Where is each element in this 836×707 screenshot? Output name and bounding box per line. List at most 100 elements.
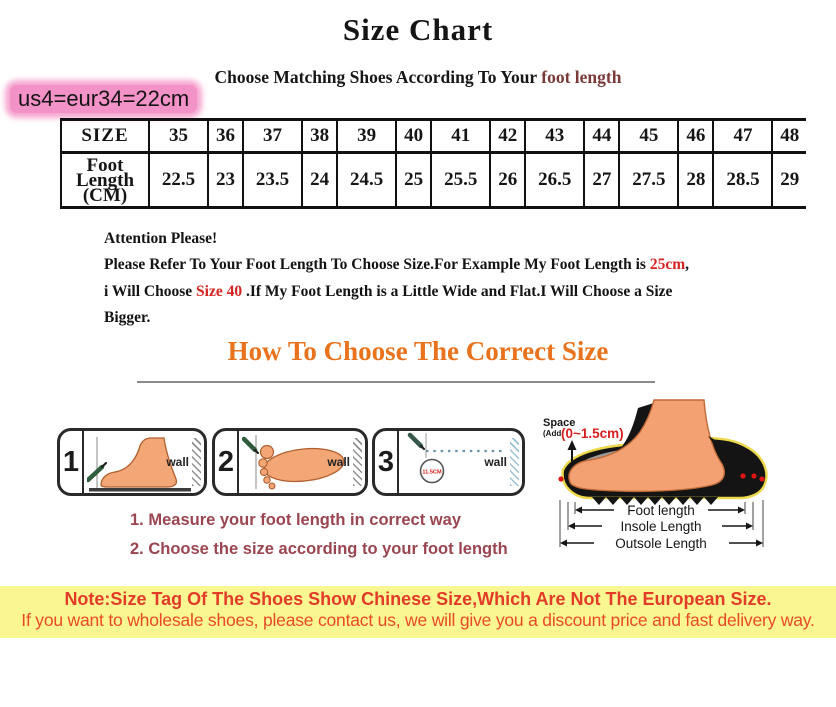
- length-cell: 25.5: [430, 151, 492, 209]
- circle-measurement-label: 11.5CM: [422, 470, 442, 476]
- pencil-tip: [100, 461, 108, 469]
- size-cell: 45: [618, 118, 680, 154]
- length-cell: 25: [395, 151, 433, 209]
- heel-shape: [708, 436, 741, 495]
- attention-line2-suffix: .If My Foot Length is a Little Wide and …: [242, 282, 673, 300]
- size-cell: 41: [430, 118, 492, 154]
- foot-side-measure-illustration: [87, 437, 191, 492]
- wall-hatch: [192, 438, 201, 486]
- attention-block: Attention Please! Please Refer To Your F…: [104, 226, 764, 331]
- foot-top-view-illustration: [242, 435, 345, 490]
- endpoint-dot: [751, 473, 757, 479]
- attention-line2-text: i Will Choose: [104, 282, 197, 300]
- arrow-head: [575, 506, 582, 514]
- size-cell: 44: [583, 118, 621, 154]
- note-line-1: Note:Size Tag Of The Shoes Show Chinese …: [64, 589, 772, 609]
- length-cell: 24.5: [336, 151, 398, 209]
- size-cell: 40: [395, 118, 433, 154]
- insole-length-label: Insole Length: [620, 519, 701, 534]
- outsole-length-label: Outsole Length: [615, 536, 707, 551]
- size-row: SIZE 35 36 37 38 39 40 41 42 43 44 45 46…: [60, 118, 806, 154]
- foot-length-row: Foot Length (CM) 22.5 23 23.5 24 24.5 25…: [60, 151, 806, 209]
- pencil-icon: [242, 436, 258, 453]
- attention-line1-text: Please Refer To Your Foot Length To Choo…: [104, 256, 650, 274]
- toe: [259, 467, 269, 477]
- step-box-1: 1 wall: [57, 428, 207, 496]
- instruction-2: 2. Choose the size according to your foo…: [130, 540, 508, 558]
- up-arrow-head: [567, 440, 577, 450]
- length-cell: 23: [206, 151, 245, 209]
- step-number: 2: [215, 431, 239, 493]
- ground-line: [89, 488, 191, 492]
- size-cell: 35: [148, 118, 209, 154]
- toe: [268, 482, 276, 490]
- attention-line1: Please Refer To Your Foot Length To Choo…: [104, 252, 764, 278]
- arrow-head: [560, 539, 567, 547]
- size-cell: 38: [301, 118, 339, 154]
- pencil-tip: [419, 444, 426, 451]
- wall-label: wall: [484, 455, 507, 469]
- note-line-2: If you want to wholesale shoes, please c…: [21, 610, 815, 630]
- size-cell: 36: [206, 118, 245, 154]
- note-band: Note:Size Tag Of The Shoes Show Chinese …: [0, 586, 836, 638]
- length-cell: 28: [677, 151, 715, 209]
- space-value-label: (0~1.5cm): [561, 426, 624, 441]
- arrow-head: [568, 522, 575, 530]
- big-toe: [259, 444, 275, 460]
- length-cell: 22.5: [148, 151, 209, 209]
- attention-line1-suffix: ,: [685, 256, 689, 274]
- toe: [258, 458, 268, 468]
- arrow-head: [756, 539, 763, 547]
- size-cell: 39: [336, 118, 398, 154]
- divider-line: [137, 381, 655, 383]
- pencil-tip: [253, 448, 260, 455]
- foot-length-header-cell: Foot Length (CM): [60, 151, 150, 209]
- arrow-head: [738, 506, 745, 514]
- length-cell: 24: [301, 151, 339, 209]
- pencil-icon: [407, 432, 424, 449]
- attention-line1-red: 25cm: [649, 256, 686, 274]
- space-label: Space: [543, 417, 575, 429]
- foot-length-label: Foot length: [627, 503, 695, 518]
- size-cell: 37: [242, 118, 304, 154]
- subtitle: Choose Matching Shoes According To Your …: [0, 67, 836, 88]
- subtitle-text: Choose Matching Shoes According To Your: [214, 67, 542, 87]
- howto-heading: How To Choose The Correct Size: [227, 336, 609, 366]
- size-cell: 46: [677, 118, 715, 154]
- wall-hatch: [353, 438, 362, 486]
- arrow-head: [746, 522, 753, 530]
- size-header-cell: SIZE: [60, 118, 150, 154]
- measured-distance-illustration: 11.5CM: [407, 432, 506, 484]
- endpoint-dot: [740, 473, 746, 479]
- attention-heading: Attention Please!: [104, 230, 218, 247]
- attention-line2: i Will Choose Size 40 .If My Foot Length…: [104, 279, 764, 305]
- wall-label: wall: [166, 455, 189, 469]
- length-cell: 26: [489, 151, 527, 209]
- endpoint-dot: [759, 476, 765, 482]
- attention-line2-red: Size 40: [196, 282, 243, 300]
- size-cell: 43: [524, 118, 586, 154]
- endpoint-dot: [558, 476, 564, 482]
- step-number: 1: [60, 431, 84, 493]
- wall-label: wall: [327, 455, 350, 469]
- subtitle-accent: foot length: [541, 67, 622, 87]
- size-cell: 42: [489, 118, 527, 154]
- instruction-1: 1. Measure your foot length in correct w…: [130, 511, 461, 529]
- pencil-icon: [87, 464, 105, 483]
- foot-measurement-diagram: Space (Add (0~1.5cm) Foot length Insole …: [543, 399, 768, 551]
- page-title: Size Chart: [342, 12, 494, 47]
- measurement-circle: [419, 458, 445, 484]
- length-cell: 27: [583, 151, 621, 209]
- step-box-3: 3 11.5CM wall: [372, 428, 525, 496]
- length-cell: 28.5: [712, 151, 774, 209]
- toe: [263, 476, 271, 484]
- tread-zigzag: [592, 497, 718, 505]
- add-label: (Add: [543, 429, 561, 438]
- size-tag-highlight: us4=eur34=22cm: [10, 85, 198, 113]
- size-cell: 48: [771, 118, 806, 154]
- wall-hatch: [510, 438, 519, 486]
- step-box-2: 2 wall: [212, 428, 368, 496]
- foot-side-shape: [100, 437, 178, 488]
- length-cell: 29: [771, 151, 806, 209]
- length-cell: 23.5: [242, 151, 304, 209]
